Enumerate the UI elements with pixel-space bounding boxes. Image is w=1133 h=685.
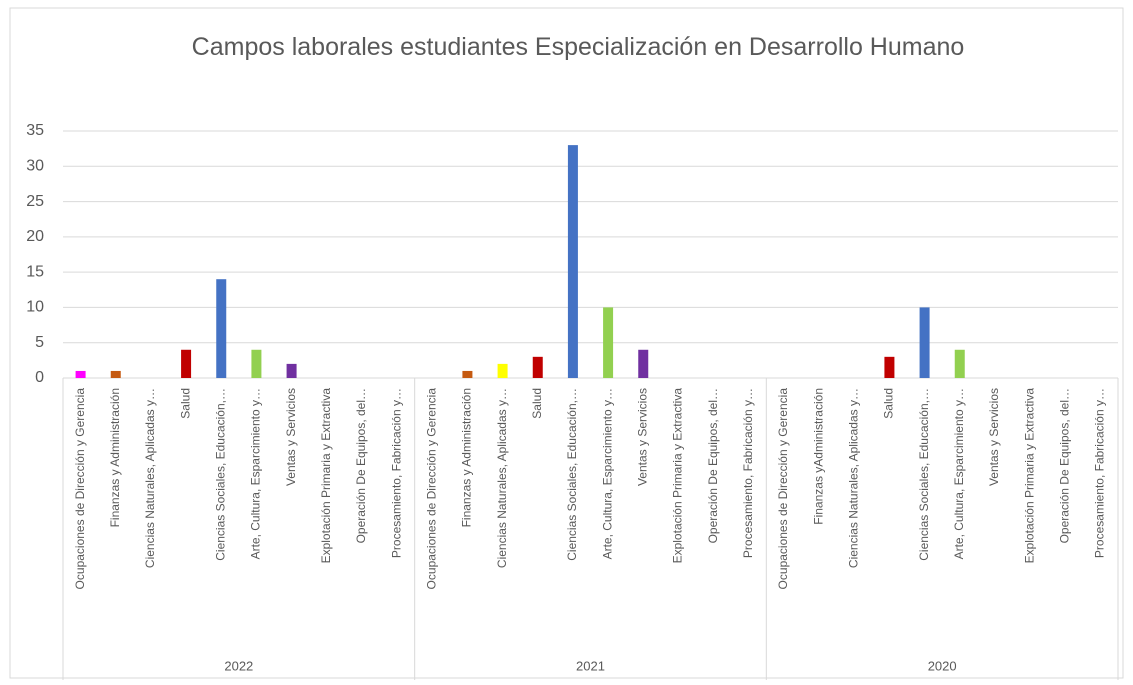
- x-tick-label: Ventas y Servicios: [284, 388, 298, 486]
- x-tick-label: Finanzas y Administración: [108, 388, 122, 527]
- x-tick-label: Operación De Equipos, del…: [706, 388, 720, 543]
- y-tick-label: 0: [35, 369, 44, 386]
- x-tick-label: Ocupaciones de Dirección y Gerencia: [776, 388, 790, 590]
- bar: [919, 307, 930, 378]
- bar: [954, 349, 965, 378]
- x-tick-label: Procesamiento, Fabricación y…: [389, 388, 403, 558]
- x-tick-label: Arte, Cultura, Esparcimiento y…: [249, 388, 263, 559]
- bar: [884, 356, 895, 378]
- x-tick-label: Ventas y Servicios: [987, 388, 1001, 486]
- bar: [462, 370, 473, 378]
- x-tick-label: Procesamiento, Fabricación y…: [741, 388, 755, 558]
- bar: [532, 356, 543, 378]
- x-tick-label: Ciencias Naturales, Aplicadas y…: [143, 388, 157, 568]
- x-tick-label: Arte, Cultura, Esparcimiento y…: [952, 388, 966, 559]
- x-tick-label: Salud: [178, 388, 192, 419]
- x-tick-label: Ciencias Sociales, Educación,…: [565, 388, 579, 561]
- x-tick-label: Explotación Primaria y Extractiva: [671, 388, 685, 564]
- x-tick-label: Arte, Cultura, Esparcimiento y…: [600, 388, 614, 559]
- group-label: 2022: [224, 658, 253, 673]
- group-label: 2020: [928, 658, 957, 673]
- bar: [75, 370, 86, 378]
- x-tick-label: Ciencias Sociales, Educación,…: [917, 388, 931, 561]
- x-tick-label: Finanzas y Administración: [460, 388, 474, 527]
- y-tick-label: 5: [35, 334, 44, 351]
- x-tick-label: Operación De Equipos, del…: [354, 388, 368, 543]
- bar: [110, 370, 121, 378]
- x-tick-label: Procesamiento, Fabricación y…: [1093, 388, 1107, 558]
- bar: [567, 145, 578, 378]
- x-tick-label: Explotación Primaria y Extractiva: [1022, 388, 1036, 564]
- y-tick-label: 20: [26, 228, 44, 245]
- x-tick-label: Ocupaciones de Dirección y Gerencia: [424, 388, 438, 590]
- bar: [216, 279, 227, 378]
- x-tick-label: Ventas y Servicios: [635, 388, 649, 486]
- x-tick-label: Ciencias Sociales, Educación,…: [213, 388, 227, 561]
- x-tick-label: Salud: [882, 388, 896, 419]
- bar: [497, 363, 508, 378]
- y-tick-label: 30: [26, 158, 44, 175]
- x-tick-label: Explotación Primaria y Extractiva: [319, 388, 333, 564]
- bar: [638, 349, 649, 378]
- y-tick-label: 25: [26, 193, 44, 210]
- group-label: 2021: [576, 658, 605, 673]
- x-tick-label: Finanzas yAdministración: [811, 388, 825, 525]
- x-tick-label: Salud: [530, 388, 544, 419]
- x-tick-label: Ocupaciones de Dirección y Gerencia: [73, 388, 87, 590]
- y-tick-label: 10: [26, 299, 44, 316]
- x-tick-label: Ciencias Naturales, Aplicadas y…: [846, 388, 860, 568]
- chart-title: Campos laborales estudiantes Especializa…: [191, 33, 965, 61]
- y-tick-label: 35: [26, 122, 44, 139]
- x-tick-label: Ciencias Naturales, Aplicadas y…: [495, 388, 509, 568]
- bar: [286, 363, 297, 378]
- bar: [603, 307, 614, 378]
- x-tick-label: Operación De Equipos, del…: [1057, 388, 1071, 543]
- y-tick-label: 15: [26, 263, 44, 280]
- bar: [251, 349, 262, 378]
- bar: [181, 349, 192, 378]
